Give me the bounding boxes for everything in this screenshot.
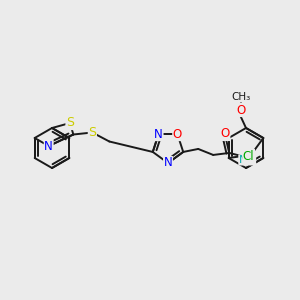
Text: Cl: Cl (243, 149, 254, 163)
Text: NH: NH (239, 155, 256, 165)
Text: CH₃: CH₃ (231, 92, 250, 102)
Text: N: N (44, 140, 53, 152)
Text: O: O (173, 128, 182, 141)
Text: S: S (66, 116, 74, 130)
Text: S: S (88, 126, 96, 139)
Text: O: O (236, 103, 246, 116)
Text: O: O (220, 128, 230, 140)
Text: N: N (164, 157, 172, 169)
Text: N: N (154, 128, 163, 141)
